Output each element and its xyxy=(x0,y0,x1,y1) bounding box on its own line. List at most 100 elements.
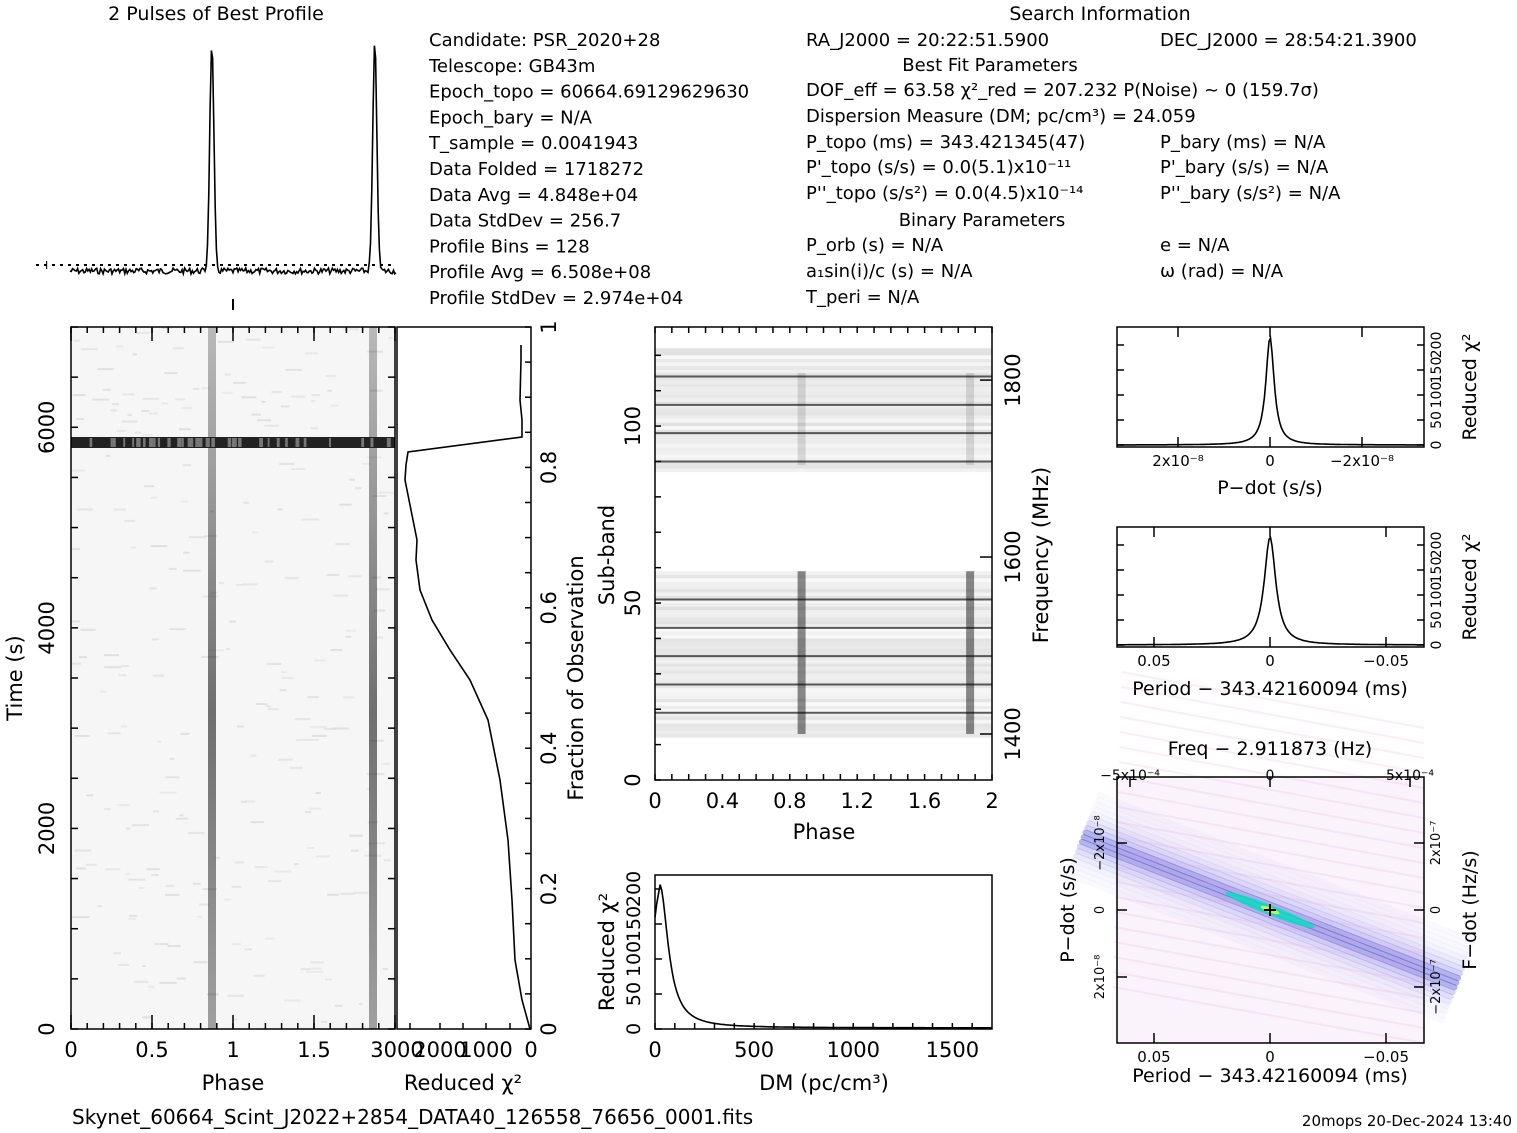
dm-y-label: Reduced χ² xyxy=(595,893,619,1011)
time-chi2-frame xyxy=(396,326,532,1030)
dec-line: DEC_J2000 = 28:54:21.3900 xyxy=(1160,30,1417,51)
subband-row xyxy=(655,465,992,469)
sb-y2-tick-label: 1400 xyxy=(1001,707,1025,760)
subband-row xyxy=(655,733,992,738)
ppd-band xyxy=(1071,857,1451,1010)
subband-row xyxy=(655,595,992,600)
sb-y-tick-label: 0 xyxy=(621,773,645,786)
ppd-ticks: 0.05 0 −0.05 −5x10⁻⁴ 0 5x10⁻⁴ −2x10⁻⁸ 0 2x10⁻⁸ 2x… xyxy=(1093,768,1444,1066)
subband-pulse-faint xyxy=(797,373,806,466)
subband-row xyxy=(655,433,992,437)
subband-row xyxy=(655,702,992,706)
ppd-band xyxy=(1069,862,1449,1014)
pdbary-line: P'_bary (s/s) = N/A xyxy=(1160,157,1329,178)
footer-filename: Skynet_60664_Scint_J2022+2854_DATA40_126… xyxy=(72,1105,753,1129)
ppd-halo xyxy=(1121,671,1425,729)
subband-row xyxy=(655,429,992,434)
time-chi2-curve xyxy=(404,345,531,1030)
chi2-y-tick-label: 0 xyxy=(1429,441,1445,450)
info-left-line: Telescope: GB43m xyxy=(428,56,595,77)
ppd-halo xyxy=(1112,986,1425,1044)
profile-error-marker: I xyxy=(45,259,48,272)
subband-row xyxy=(655,723,992,727)
period-chi2-frame xyxy=(1116,526,1425,648)
ppd-halo xyxy=(1116,851,1425,909)
subband-row xyxy=(655,673,992,678)
dm-x-label: DM (pc/cm³) xyxy=(759,1071,889,1095)
ppd-band xyxy=(1088,815,1467,968)
info-left-line: Profile Bins = 128 xyxy=(429,236,590,257)
ppd-x-tick-label: 0.05 xyxy=(1137,1048,1170,1066)
omega-line: ω (rad) = N/A xyxy=(1160,261,1284,282)
subband-row xyxy=(655,348,992,352)
subband-row xyxy=(655,687,992,692)
ppd-halo xyxy=(1118,776,1425,834)
tp-y-tick-label: 2000 xyxy=(35,802,59,855)
tc-y-tick-label: 1 xyxy=(537,320,561,333)
ppd-y2-tick-label: −2x10⁻⁷ xyxy=(1429,959,1444,1014)
info-left-line: Profile Avg = 6.508e+08 xyxy=(429,262,651,283)
chi2-y-tick-label: 50 xyxy=(1429,611,1445,629)
ppd-halo xyxy=(1121,686,1425,744)
subband-row xyxy=(655,383,992,388)
subband-row xyxy=(655,691,992,696)
ppd-x-tick-label: 0 xyxy=(1265,1048,1275,1066)
subband-row xyxy=(655,649,992,653)
subband-pulse-faint xyxy=(966,373,975,466)
subband-pulse xyxy=(966,571,975,734)
ppd-band xyxy=(1075,848,1454,1000)
tp-x-tick-label: 0 xyxy=(64,1038,77,1062)
chi2-y-tick-label: 100 xyxy=(1429,582,1445,609)
ppd-halo xyxy=(1116,836,1425,894)
tc-y-tick-label: 0.4 xyxy=(537,731,561,764)
info-right-block: DEC_J2000 = 28:54:21.3900 P_bary (ms) = … xyxy=(1160,30,1417,282)
ppd-y2-tick-label: 2x10⁻⁷ xyxy=(1429,821,1444,866)
tc-x-tick-label: 2000 xyxy=(413,1038,466,1062)
pdtopo-line: P'_topo (s/s) = 0.0(5.1)x10⁻¹¹ xyxy=(806,157,1071,178)
tp-y-tick-label: 4000 xyxy=(35,601,59,654)
ppd-x-label: Period − 343.42160094 (ms) xyxy=(1132,1065,1408,1087)
ppd-halo xyxy=(1114,911,1425,969)
ppd-y2-label: F−dot (Hz/s) xyxy=(1459,850,1481,969)
subband-row xyxy=(655,581,992,586)
ppd-y-tick-label: 2x10⁻⁸ xyxy=(1093,955,1108,1000)
subband-row xyxy=(655,411,992,416)
subband-row xyxy=(655,408,992,412)
sb-y-tick-label: 50 xyxy=(621,590,645,617)
subband-row xyxy=(655,440,992,444)
chi2-x-tick-label: 0.05 xyxy=(1137,652,1170,670)
subband-row xyxy=(655,603,992,607)
subband-row xyxy=(655,712,992,717)
tc-y-tick-label: 0.2 xyxy=(537,872,561,905)
subband-row xyxy=(655,436,992,441)
pddtopo-line: P''_topo (s/s²) = 0.0(4.5)x10⁻¹⁴ xyxy=(806,183,1083,204)
info-left-block: Candidate: PSR_2020+28 Telescope: GB43m Ep… xyxy=(428,30,749,309)
subband-pulse xyxy=(797,571,806,734)
binary-title: Binary Parameters xyxy=(899,210,1066,231)
chi2-y-tick-label: 150 xyxy=(1429,557,1445,584)
tc-x-tick-label: 1000 xyxy=(459,1038,512,1062)
chi2-y-tick-label: 200 xyxy=(1429,332,1445,359)
porb-line: P_orb (s) = N/A xyxy=(806,235,944,256)
sb-x-tick-label: 0 xyxy=(648,789,661,813)
time-phase-plot: 0 0.5 1 1.5 0 2000 4000 6000 Phase Time (s) xyxy=(3,326,396,1095)
subband-row xyxy=(655,599,992,604)
subband-row xyxy=(655,585,992,589)
info-left-line: Data Avg = 4.848e+04 xyxy=(429,185,638,206)
ppd-y-tick-label: 0 xyxy=(1093,906,1108,914)
tc-x-tick-label: 0 xyxy=(524,1038,537,1062)
ppd-halo xyxy=(1119,761,1425,819)
tp-x-tick-label: 1 xyxy=(226,1038,239,1062)
dm-x-tick-label: 1000 xyxy=(827,1038,880,1062)
dm-y-tick-label: 200 xyxy=(623,871,645,907)
chi2-x-tick-label: −0.05 xyxy=(1363,652,1409,670)
ppd-halo xyxy=(1115,896,1425,954)
subband-row xyxy=(655,663,992,667)
chi2-y-tick-label: 50 xyxy=(1429,411,1445,429)
subband-row xyxy=(655,709,992,713)
ppd-halo xyxy=(1119,746,1425,804)
pulse-track-1 xyxy=(208,327,216,1029)
